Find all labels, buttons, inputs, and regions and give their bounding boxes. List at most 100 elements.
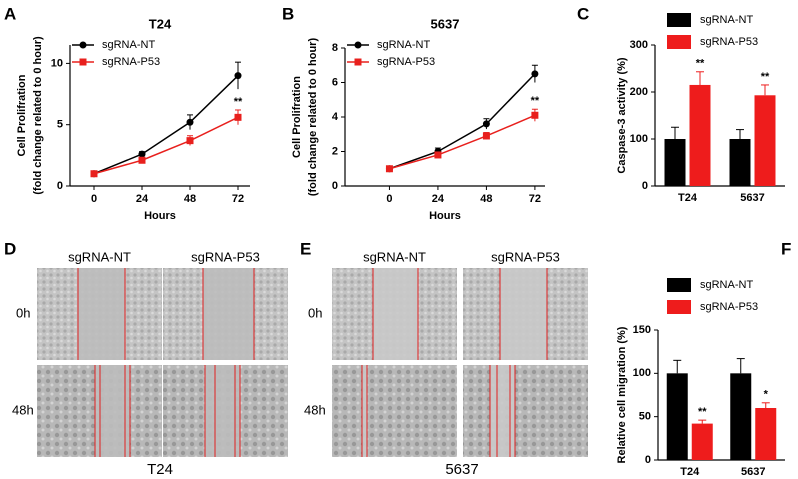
legend-label: sgRNA-NT: [700, 279, 753, 291]
x-tick-label: 24: [432, 193, 445, 205]
series-line: [389, 73, 536, 170]
data-point: [138, 150, 146, 158]
data-point: [90, 170, 98, 178]
data-point: [434, 151, 442, 159]
micrograph: [332, 365, 457, 457]
y-axis-label: (fold change related to 0 hour): [307, 38, 319, 197]
significance-label: **: [698, 406, 707, 418]
x-tick-label: 48: [480, 193, 492, 205]
bar: [755, 408, 777, 460]
x-axis-label: Hours: [144, 210, 176, 222]
legend-marker: [79, 41, 87, 49]
legend-label: sgRNA-NT: [102, 39, 155, 51]
row-label: 0h: [16, 305, 30, 320]
panel-label: F: [781, 239, 791, 258]
row-label: 0h: [308, 305, 322, 320]
y-tick-label: 2: [332, 145, 338, 157]
row-label: 48h: [304, 402, 326, 417]
y-tick-label: 50: [639, 411, 651, 423]
chart-title: 5637: [431, 16, 460, 31]
bar: [729, 139, 751, 186]
panel-label: A: [4, 4, 16, 23]
column-header: sgRNA-P53: [491, 249, 560, 264]
wound-gap: [203, 268, 254, 360]
legend-label: sgRNA-P53: [102, 56, 160, 68]
column-header: sgRNA-NT: [68, 249, 131, 264]
significance-label: **: [761, 71, 770, 83]
y-tick-label: 6: [332, 76, 338, 88]
series-line: [389, 114, 536, 170]
legend-swatch: [667, 35, 691, 49]
series-line: [93, 116, 239, 175]
data-point: [531, 70, 539, 78]
wound-gap: [500, 268, 547, 360]
bar: [730, 373, 752, 460]
y-tick-label: 4: [332, 111, 339, 123]
data-point: [186, 118, 194, 126]
wound-gap: [490, 365, 515, 457]
bar: [691, 423, 713, 460]
x-tick-label: 0: [91, 193, 97, 205]
micrograph-caption: 5637: [445, 461, 478, 478]
x-axis-label: Hours: [429, 210, 461, 222]
significance-label: **: [531, 95, 540, 107]
y-tick-label: 300: [630, 39, 648, 51]
significance-label: **: [234, 96, 243, 108]
bar: [666, 373, 688, 460]
wound-gap: [205, 365, 240, 457]
panel-label: C: [577, 4, 589, 23]
x-tick-label: 5637: [740, 192, 764, 204]
wound-gap: [362, 365, 367, 457]
x-tick-label: T24: [680, 466, 700, 478]
legend-marker: [79, 58, 87, 66]
wound-gap: [95, 365, 130, 457]
x-tick-label: T24: [678, 192, 698, 204]
bar: [754, 95, 776, 186]
panel-label: B: [282, 4, 294, 23]
micrograph-caption: T24: [147, 461, 173, 478]
x-tick-label: 5637: [741, 466, 765, 478]
x-tick-label: 48: [184, 193, 196, 205]
y-tick-label: 100: [633, 367, 651, 379]
data-point: [531, 111, 539, 119]
y-tick-label: 100: [630, 133, 648, 145]
x-tick-label: 72: [232, 193, 244, 205]
legend-label: sgRNA-P53: [700, 301, 758, 313]
legend-label: sgRNA-NT: [377, 39, 430, 51]
chart-title: T24: [149, 16, 172, 31]
y-axis-label: (fold change related to 0 hour): [32, 36, 44, 195]
bar: [664, 139, 686, 186]
series-line: [93, 75, 239, 175]
legend-label: sgRNA-P53: [377, 56, 435, 68]
y-tick-label: 200: [630, 86, 648, 98]
significance-label: *: [764, 389, 769, 401]
legend-swatch: [667, 13, 691, 27]
legend-swatch: [667, 300, 691, 314]
legend-swatch: [667, 278, 691, 292]
wound-gap: [78, 268, 125, 360]
y-tick-label: 8: [332, 42, 338, 54]
data-point: [234, 72, 242, 80]
wound-gap: [373, 268, 418, 360]
y-tick-label: 0: [642, 180, 648, 192]
y-axis-label: Caspase-3 activity (%): [616, 57, 628, 173]
x-tick-label: 72: [529, 193, 541, 205]
x-tick-label: 24: [136, 193, 149, 205]
y-axis-label: Cell Prolifration: [16, 74, 28, 156]
panel-label: E: [300, 239, 311, 258]
bar: [689, 84, 711, 186]
data-point: [482, 132, 490, 140]
legend-label: sgRNA-P53: [700, 36, 758, 48]
y-tick-label: 5: [57, 119, 63, 131]
data-point: [138, 156, 146, 164]
data-point: [234, 113, 242, 121]
micrograph: [463, 365, 588, 457]
y-tick-label: 0: [332, 180, 338, 192]
y-axis-label: Relative cell migration (%): [616, 326, 628, 463]
legend-marker: [354, 41, 362, 49]
legend-label: sgRNA-NT: [700, 14, 753, 26]
y-axis-label: Cell Prolifration: [291, 76, 303, 158]
column-header: sgRNA-P53: [191, 249, 260, 264]
